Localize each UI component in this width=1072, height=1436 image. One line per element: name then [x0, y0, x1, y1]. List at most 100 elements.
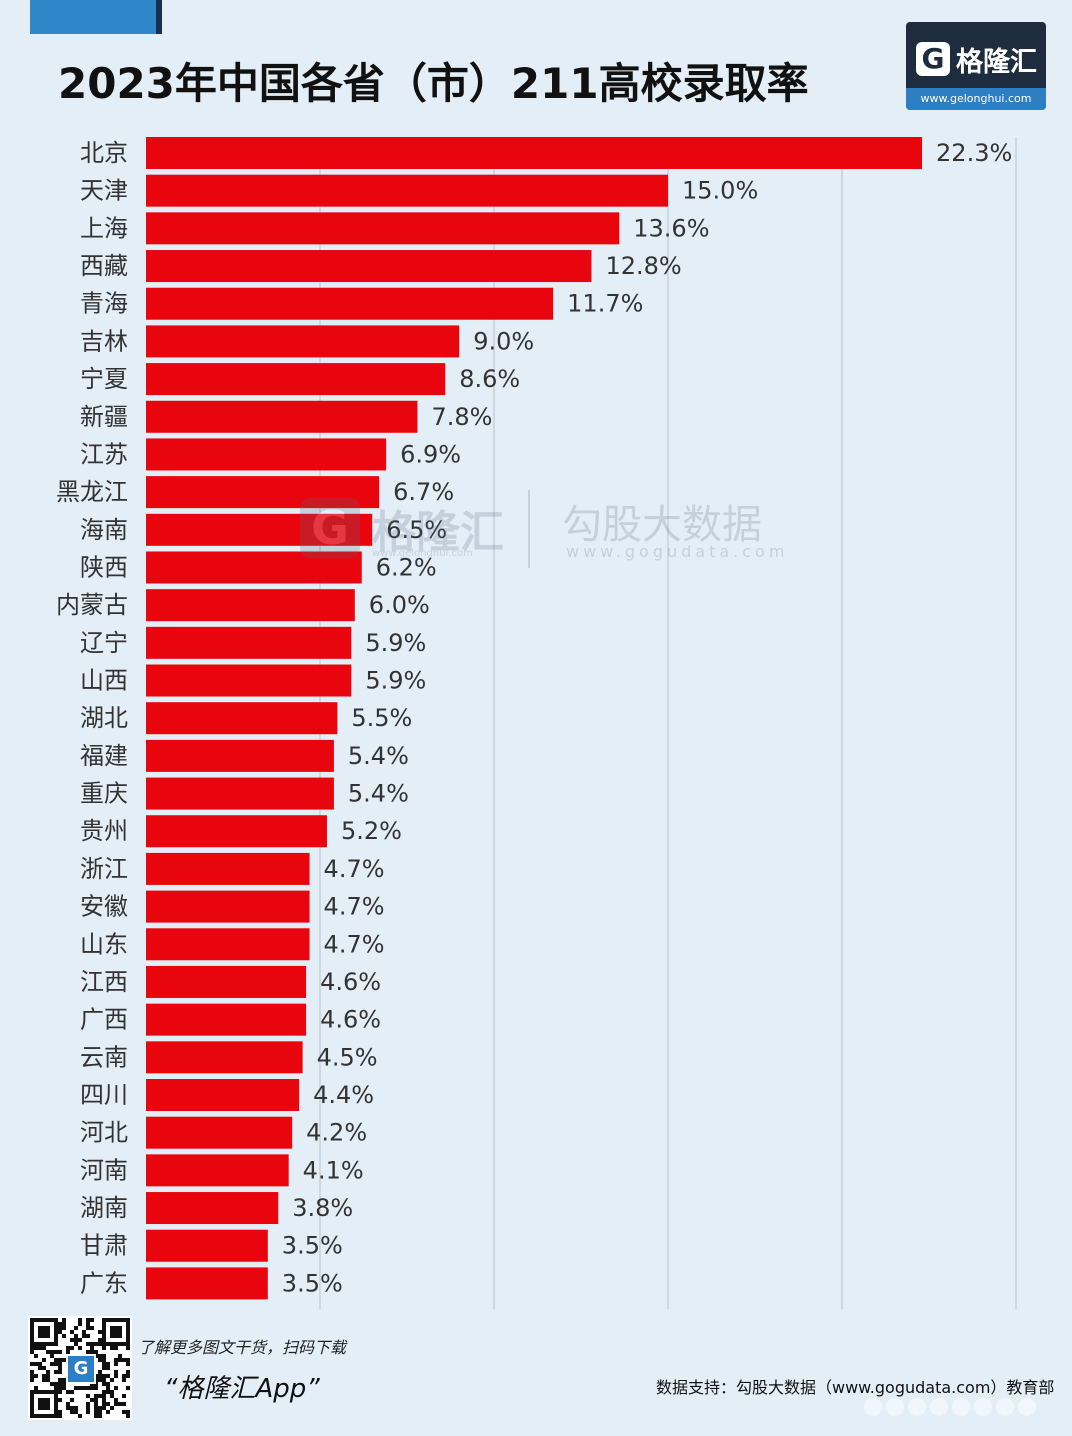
- category-label: 新疆: [80, 403, 128, 431]
- bar: [146, 325, 460, 358]
- qr-module: [42, 1366, 46, 1370]
- bar: [146, 1267, 268, 1300]
- qr-module: [54, 1402, 58, 1406]
- qr-module: [110, 1394, 114, 1398]
- qr-module: [54, 1350, 58, 1354]
- value-label: 5.4%: [348, 780, 409, 808]
- value-label: 4.2%: [306, 1119, 367, 1147]
- footer-marks: [864, 1398, 1060, 1422]
- qr-module: [38, 1398, 42, 1402]
- qr-module: [98, 1330, 102, 1334]
- qr-module: [78, 1322, 82, 1326]
- qr-module: [30, 1414, 34, 1418]
- category-label: 江西: [80, 968, 128, 996]
- qr-module: [58, 1390, 62, 1394]
- qr-code[interactable]: G: [28, 1316, 132, 1420]
- qr-module: [42, 1342, 46, 1346]
- qr-module: [42, 1318, 46, 1322]
- qr-module: [54, 1362, 58, 1366]
- qr-module: [58, 1326, 62, 1330]
- value-label: 7.8%: [431, 403, 492, 431]
- footer-mark-dot: [864, 1398, 882, 1416]
- qr-module: [102, 1406, 106, 1410]
- qr-module: [98, 1410, 102, 1414]
- qr-module: [126, 1370, 130, 1374]
- qr-module: [106, 1390, 110, 1394]
- value-label: 22.3%: [936, 139, 1012, 167]
- footer-mark-dot: [886, 1398, 904, 1416]
- qr-module: [118, 1358, 122, 1362]
- qr-module: [114, 1386, 118, 1390]
- footer-mark-dot: [996, 1398, 1014, 1416]
- qr-module: [54, 1370, 58, 1374]
- footer-mark-dot: [930, 1398, 948, 1416]
- category-label: 浙江: [80, 855, 128, 883]
- qr-module: [74, 1334, 78, 1338]
- category-label: 广西: [80, 1006, 128, 1034]
- qr-module: [126, 1318, 130, 1322]
- qr-module: [54, 1386, 58, 1390]
- qr-module: [126, 1414, 130, 1418]
- qr-module: [38, 1390, 42, 1394]
- qr-module: [106, 1386, 110, 1390]
- category-label: 湖北: [80, 704, 128, 732]
- qr-module: [58, 1410, 62, 1414]
- qr-module: [102, 1318, 106, 1322]
- qr-module: [70, 1410, 74, 1414]
- qr-module: [114, 1398, 118, 1402]
- qr-module: [54, 1414, 58, 1418]
- qr-g-icon: G: [66, 1354, 96, 1384]
- qr-module: [38, 1406, 42, 1410]
- qr-module: [122, 1394, 126, 1398]
- brand-logo[interactable]: G 格隆汇 www.gelonghui.com: [906, 22, 1046, 110]
- bar: [146, 212, 620, 245]
- qr-module: [82, 1386, 86, 1390]
- value-label: 4.6%: [320, 1006, 381, 1034]
- qr-module: [38, 1330, 42, 1334]
- qr-module: [42, 1334, 46, 1338]
- qr-module: [86, 1322, 90, 1326]
- qr-module: [90, 1342, 94, 1346]
- qr-module: [54, 1398, 58, 1402]
- value-label: 13.6%: [633, 214, 709, 242]
- value-label: 5.9%: [365, 667, 426, 695]
- bar: [146, 438, 387, 471]
- qr-module: [94, 1374, 98, 1378]
- qr-module: [102, 1398, 106, 1402]
- qr-module: [30, 1394, 34, 1398]
- qr-module: [126, 1326, 130, 1330]
- qr-module: [54, 1318, 58, 1322]
- bar: [146, 137, 923, 169]
- qr-module: [102, 1338, 106, 1342]
- qr-module: [34, 1390, 38, 1394]
- qr-module: [94, 1378, 98, 1382]
- qr-module: [126, 1410, 130, 1414]
- qr-module: [70, 1398, 74, 1402]
- bar: [146, 363, 446, 396]
- qr-module: [34, 1362, 38, 1366]
- qr-module: [30, 1338, 34, 1342]
- qr-module: [102, 1330, 106, 1334]
- qr-module: [86, 1318, 90, 1322]
- qr-module: [30, 1342, 34, 1346]
- qr-module: [38, 1346, 42, 1350]
- category-label: 甘肃: [80, 1232, 128, 1260]
- value-label: 4.1%: [303, 1156, 364, 1184]
- bar: [146, 1154, 289, 1187]
- bar: [146, 400, 418, 433]
- qr-module: [82, 1330, 86, 1334]
- qr-module: [58, 1386, 62, 1390]
- category-label: 青海: [80, 290, 128, 318]
- value-label: 6.9%: [400, 440, 461, 468]
- qr-module: [42, 1390, 46, 1394]
- qr-module: [102, 1366, 106, 1370]
- value-label: 4.7%: [324, 893, 385, 921]
- bar: [146, 664, 352, 697]
- qr-module: [110, 1342, 114, 1346]
- qr-module: [46, 1374, 50, 1378]
- category-label: 内蒙古: [56, 591, 128, 619]
- qr-module: [98, 1378, 102, 1382]
- category-label: 上海: [80, 214, 128, 242]
- qr-module: [118, 1342, 122, 1346]
- value-label: 6.7%: [393, 478, 454, 506]
